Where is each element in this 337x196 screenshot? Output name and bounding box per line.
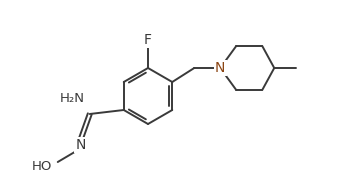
Text: HO: HO xyxy=(31,160,52,172)
Text: N: N xyxy=(215,61,225,75)
Text: F: F xyxy=(144,33,152,47)
Text: N: N xyxy=(75,138,86,152)
Text: H₂N: H₂N xyxy=(59,92,84,104)
